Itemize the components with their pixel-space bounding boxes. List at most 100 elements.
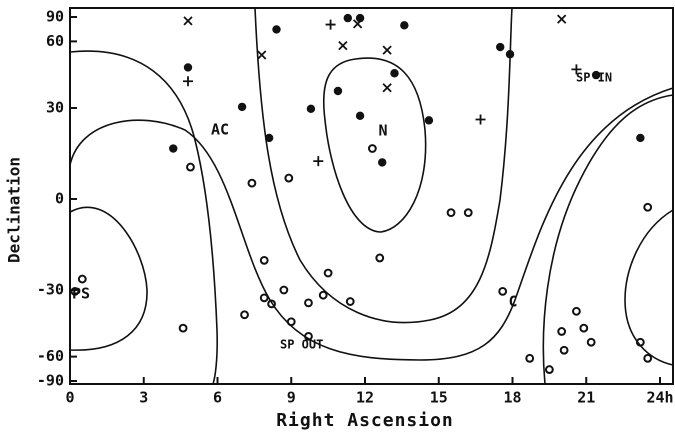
point bbox=[572, 306, 581, 316]
y-tick-label: -60 bbox=[37, 347, 64, 365]
series bbox=[169, 13, 645, 167]
annotation: PS bbox=[72, 285, 90, 303]
point bbox=[571, 64, 582, 75]
x-tick-label: 9 bbox=[287, 389, 296, 407]
point bbox=[237, 102, 247, 112]
point bbox=[579, 323, 589, 333]
point bbox=[343, 13, 352, 23]
series bbox=[183, 14, 567, 93]
point bbox=[505, 50, 515, 59]
point bbox=[352, 19, 363, 29]
y-tick-label: 0 bbox=[55, 190, 64, 208]
point bbox=[382, 45, 392, 55]
point bbox=[77, 274, 87, 284]
annotation: C bbox=[508, 293, 517, 311]
point bbox=[382, 83, 392, 93]
point bbox=[313, 156, 324, 167]
point bbox=[186, 162, 195, 172]
point bbox=[169, 144, 178, 153]
x-axis-title: Right Ascension bbox=[276, 410, 454, 431]
point bbox=[498, 286, 508, 296]
point bbox=[557, 14, 567, 24]
point bbox=[267, 299, 276, 309]
annotation: AC bbox=[211, 121, 229, 139]
x-tick-label: 12 bbox=[356, 389, 374, 407]
series bbox=[183, 19, 582, 167]
point bbox=[183, 63, 193, 72]
point bbox=[496, 42, 505, 52]
point bbox=[333, 86, 343, 96]
contours bbox=[69, 7, 674, 385]
point bbox=[643, 202, 653, 212]
point bbox=[279, 285, 289, 295]
point bbox=[257, 50, 267, 60]
point bbox=[390, 69, 399, 78]
x-tick-label: 3 bbox=[139, 389, 148, 407]
point bbox=[635, 337, 645, 347]
point bbox=[272, 25, 281, 34]
x-tick-label: 0 bbox=[65, 389, 74, 407]
point bbox=[544, 365, 554, 374]
point bbox=[304, 331, 313, 341]
point bbox=[240, 310, 249, 320]
point bbox=[323, 268, 333, 278]
y-tick-label: -90 bbox=[37, 372, 64, 390]
plot-frame bbox=[69, 7, 674, 385]
point bbox=[178, 323, 188, 333]
point bbox=[284, 173, 294, 183]
point bbox=[355, 111, 365, 121]
point bbox=[259, 293, 269, 303]
point bbox=[636, 133, 645, 143]
point bbox=[525, 353, 535, 363]
point bbox=[400, 21, 409, 30]
point bbox=[557, 327, 567, 336]
x-tick-label: 18 bbox=[503, 389, 521, 407]
point bbox=[424, 116, 434, 125]
point bbox=[475, 114, 486, 125]
contour bbox=[254, 7, 513, 324]
point bbox=[446, 208, 456, 218]
point bbox=[304, 298, 313, 308]
point bbox=[325, 19, 336, 30]
y-tick-label: 60 bbox=[46, 32, 64, 50]
point bbox=[183, 76, 193, 87]
annotation: SP OUT bbox=[280, 338, 323, 352]
point bbox=[259, 255, 269, 265]
annotation: SP IN bbox=[576, 71, 612, 85]
point bbox=[183, 16, 193, 26]
point bbox=[355, 13, 365, 23]
x-tick-label: 24h bbox=[646, 389, 673, 407]
x-tick-label: 15 bbox=[430, 389, 448, 407]
point bbox=[559, 345, 569, 355]
point bbox=[318, 290, 328, 300]
x-tick-label: 6 bbox=[213, 389, 222, 407]
point bbox=[306, 104, 316, 114]
point bbox=[375, 253, 385, 263]
point bbox=[286, 317, 296, 327]
annotation: N bbox=[378, 122, 387, 140]
contour bbox=[69, 206, 148, 351]
contour bbox=[69, 87, 674, 361]
point bbox=[247, 178, 257, 188]
contour bbox=[323, 57, 427, 233]
point bbox=[345, 297, 355, 306]
point bbox=[463, 208, 473, 218]
point bbox=[338, 41, 348, 51]
y-tick-label: -30 bbox=[37, 281, 64, 299]
point bbox=[367, 144, 377, 153]
contour bbox=[69, 50, 218, 385]
y-axis-title: Declination bbox=[5, 157, 24, 263]
contour bbox=[542, 94, 674, 385]
point bbox=[643, 353, 653, 363]
y-tick-label: 90 bbox=[46, 8, 64, 26]
point bbox=[586, 337, 596, 347]
y-tick-label: 30 bbox=[46, 99, 64, 117]
point bbox=[378, 158, 387, 167]
x-tick-label: 21 bbox=[577, 389, 595, 407]
point bbox=[70, 286, 80, 296]
series bbox=[70, 144, 653, 374]
point bbox=[591, 70, 601, 80]
point bbox=[264, 133, 274, 143]
contour bbox=[624, 209, 674, 366]
